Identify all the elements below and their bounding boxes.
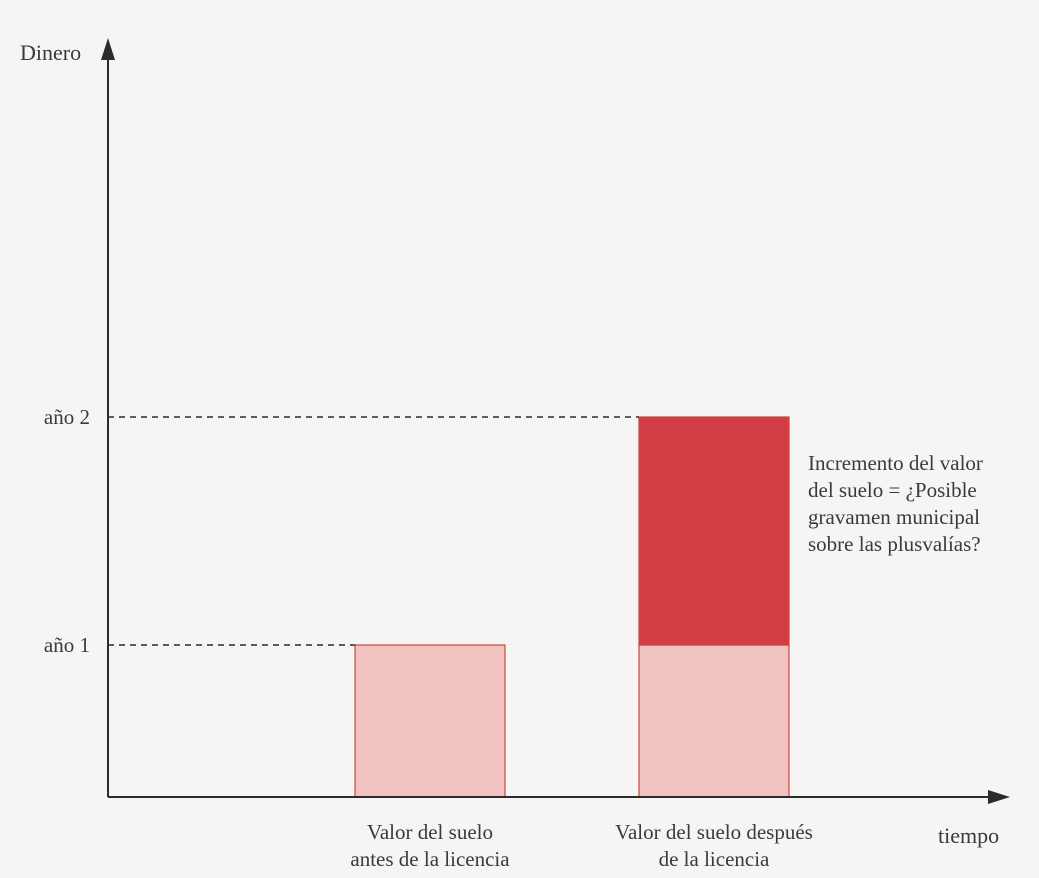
x-axis-arrow-icon [988,790,1010,804]
y-tick-label-1: año 1 [44,633,90,657]
annotation-line-3: gravamen municipal [808,505,980,529]
annotation-line-1: Incremento del valor [808,451,983,475]
y-axis-arrow-icon [101,38,115,60]
category-label-1-line-1: Valor del suelo [367,820,493,844]
y-tick-label-2: año 2 [44,405,90,429]
bars-layer [354,416,790,798]
bar-1-segment-1 [354,644,506,798]
x-axis-label: tiempo [938,823,999,848]
guides-layer [108,416,639,646]
y-axis-label: Dinero [20,40,81,65]
annotation-line-4: sobre las plusvalías? [808,532,981,556]
text-layer: Dinero tiempo año 1 año 2 Valor del suelo a… [20,40,999,871]
category-label-2-line-1: Valor del suelo después [615,820,813,844]
category-label-1-line-2: antes de la licencia [350,847,510,871]
bar-2-segment-1 [638,644,790,798]
category-label-2-line-2: de la licencia [659,847,770,871]
bar-2-segment-2 [638,416,790,646]
axes-layer [101,38,1010,804]
annotation-line-2: del suelo = ¿Posible [808,478,977,502]
